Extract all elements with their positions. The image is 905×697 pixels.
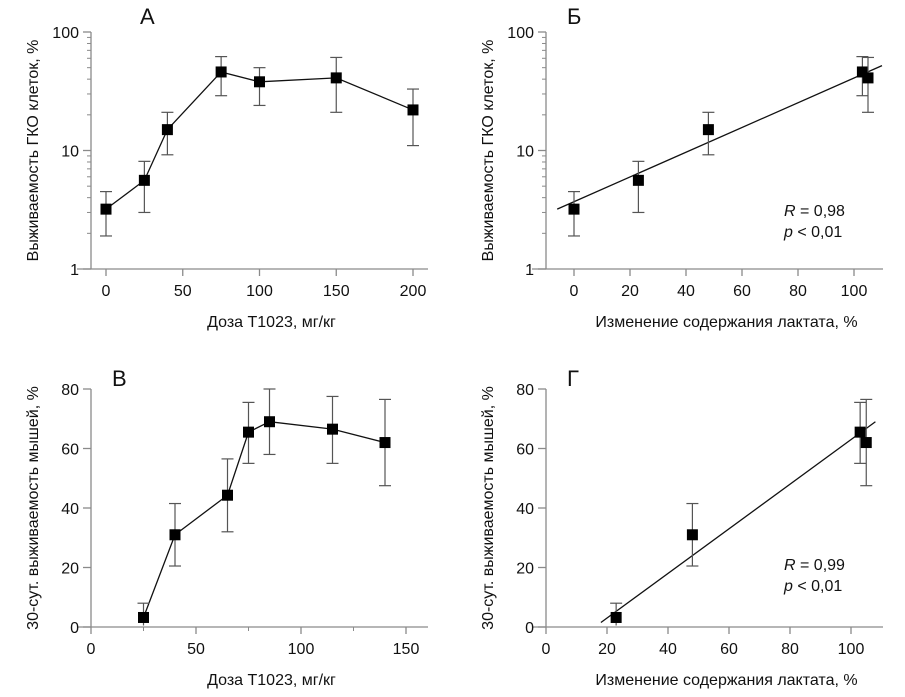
regression-line xyxy=(556,65,883,210)
r-symbol: R xyxy=(784,557,796,574)
error-bar xyxy=(138,160,151,214)
data-point xyxy=(243,426,254,438)
x-tick-label: 50 xyxy=(187,641,205,658)
p-value: < 0,01 xyxy=(793,224,842,241)
panel-letter: Б xyxy=(567,4,581,29)
x-tick-label: 80 xyxy=(781,641,799,658)
data-point xyxy=(407,104,419,116)
x-tick-label: 0 xyxy=(102,283,111,300)
x-tick-label: 80 xyxy=(789,283,807,300)
panel-c: 0 50 100 150 0 20 40 60 80 В Доза Т1023, мг/кг 30-с… xyxy=(25,366,428,689)
p-value: < 0,01 xyxy=(793,578,842,595)
data-point xyxy=(161,124,173,136)
y-tick-label: 0 xyxy=(525,620,534,637)
x-axis-label: Изменение содержания лактата, % xyxy=(595,672,857,689)
data-point xyxy=(860,437,872,449)
y-tick-label: 80 xyxy=(516,382,534,399)
r-value-label: R = 0,99 xyxy=(784,557,845,574)
x-tick-label: 0 xyxy=(570,283,579,300)
x-tick-label: 60 xyxy=(733,283,751,300)
data-point xyxy=(222,489,233,501)
error-bar xyxy=(632,160,645,214)
y-axis-label: 30-сут. выживаемость мышей, % xyxy=(25,386,42,630)
x-tick-label: 20 xyxy=(598,641,616,658)
r-value: = 0,99 xyxy=(796,557,845,574)
x-tick-label: 40 xyxy=(677,283,695,300)
error-bar xyxy=(330,56,343,113)
y-tick-label: 40 xyxy=(516,501,534,518)
y-tick-label: 40 xyxy=(61,501,79,518)
x-tick-label: 50 xyxy=(174,283,192,300)
data-point xyxy=(264,416,275,428)
x-tick-label: 40 xyxy=(659,641,677,658)
data-point xyxy=(215,66,227,78)
x-tick-label: 200 xyxy=(400,283,427,300)
x-tick-label: 100 xyxy=(246,283,273,300)
r-value-label: R = 0,98 xyxy=(784,203,845,220)
p-symbol: p xyxy=(783,224,793,241)
r-symbol: R xyxy=(784,203,796,220)
x-axis-label: Изменение содержания лактата, % xyxy=(595,314,857,331)
x-tick-label: 100 xyxy=(838,641,865,658)
p-symbol: p xyxy=(783,578,793,595)
y-tick-label: 80 xyxy=(61,382,79,399)
data-point xyxy=(856,66,868,78)
data-point xyxy=(138,174,150,186)
x-axis-label: Доза Т1023, мг/кг xyxy=(207,672,336,689)
y-tick-label: 100 xyxy=(507,25,534,42)
data-point xyxy=(610,611,622,623)
y-tick-label: 1 xyxy=(525,262,534,279)
panel-letter: Г xyxy=(567,366,579,391)
data-point xyxy=(138,611,149,623)
y-tick-label: 100 xyxy=(52,25,79,42)
data-point xyxy=(862,72,874,84)
y-tick-label: 20 xyxy=(61,561,79,578)
x-tick-label: 0 xyxy=(87,641,96,658)
data-point xyxy=(568,203,580,215)
data-point xyxy=(686,529,698,541)
y-tick-label: 0 xyxy=(70,620,79,637)
p-value-label: p < 0,01 xyxy=(783,578,842,595)
data-point xyxy=(702,124,714,136)
series-line xyxy=(142,421,386,618)
y-tick-label: 1 xyxy=(70,262,79,279)
panel-a: 0 50 100 150 200 1 10 100 А Доза Т1023, мг/кг Выжи… xyxy=(25,4,428,331)
panel-b: 0 20 40 60 80 100 1 10 100 Б Изменение содержания … xyxy=(480,4,883,331)
p-value-label: p < 0,01 xyxy=(783,224,842,241)
x-axis-label: Доза Т1023, мг/кг xyxy=(207,314,336,331)
r-value: = 0,98 xyxy=(796,203,845,220)
y-tick-label: 20 xyxy=(516,561,534,578)
x-tick-label: 150 xyxy=(393,641,420,658)
data-point xyxy=(854,426,866,438)
data-point xyxy=(254,76,265,88)
regression-line xyxy=(600,421,876,624)
panel-d: 0 20 40 60 80 100 0 20 40 60 80 Г Изменение содержан… xyxy=(480,366,883,689)
x-tick-label: 150 xyxy=(323,283,350,300)
y-tick-label: 10 xyxy=(61,144,79,161)
x-tick-label: 20 xyxy=(621,283,639,300)
error-bar xyxy=(862,56,874,113)
data-point xyxy=(327,423,338,435)
panel-letter: А xyxy=(140,4,155,29)
data-point xyxy=(330,72,342,84)
x-tick-label: 100 xyxy=(288,641,315,658)
panel-letter: В xyxy=(112,366,127,391)
y-tick-label: 60 xyxy=(516,442,534,459)
y-axis-label: Выживаемость ГКО клеток, % xyxy=(480,40,497,262)
data-point xyxy=(379,437,391,449)
y-tick-label: 60 xyxy=(61,442,79,459)
x-tick-label: 100 xyxy=(841,283,868,300)
error-bar xyxy=(407,88,419,147)
y-tick-label: 10 xyxy=(516,144,534,161)
y-axis-label: 30-сут. выживаемость мышей, % xyxy=(480,386,497,630)
data-point xyxy=(100,203,112,215)
x-tick-label: 60 xyxy=(720,641,738,658)
y-axis-label: Выживаемость ГКО клеток, % xyxy=(25,40,42,262)
data-point xyxy=(169,529,181,541)
x-tick-label: 0 xyxy=(542,641,551,658)
data-point xyxy=(632,174,644,186)
